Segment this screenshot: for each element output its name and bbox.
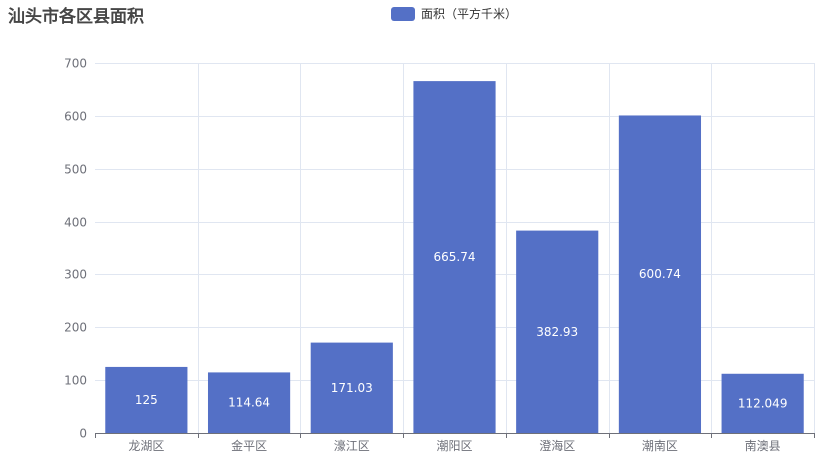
bar[interactable] <box>413 81 496 433</box>
legend[interactable]: 面积（平方千米） <box>391 6 517 21</box>
bar-value-label: 382.93 <box>536 325 578 339</box>
bar[interactable] <box>516 230 599 433</box>
y-tick-label: 300 <box>64 268 87 282</box>
legend-swatch[interactable] <box>391 7 415 21</box>
bar-value-label: 125 <box>135 393 158 407</box>
bar[interactable] <box>310 342 393 433</box>
y-tick-label: 0 <box>79 427 87 441</box>
x-tick-label: 金平区 <box>231 438 267 453</box>
bar-value-label: 665.74 <box>434 250 476 264</box>
y-tick-label: 600 <box>64 110 87 124</box>
x-tick-label: 南澳县 <box>745 438 781 453</box>
bar-value-label: 600.74 <box>639 267 681 281</box>
bar-value-label: 171.03 <box>331 381 373 395</box>
bars: 125 114.64 171.03 665.74 382.93 600.74 112.049 <box>105 81 804 433</box>
x-tick-label: 潮南区 <box>642 438 678 453</box>
bar-value-label: 112.049 <box>738 396 788 410</box>
y-tick-label: 100 <box>64 374 87 388</box>
legend-label[interactable]: 面积（平方千米） <box>421 6 517 21</box>
bar-value-label: 114.64 <box>228 396 270 410</box>
bar[interactable] <box>618 115 702 433</box>
bar[interactable] <box>105 366 188 433</box>
y-tick-label: 700 <box>64 57 87 71</box>
x-tick-label: 龙湖区 <box>128 438 164 453</box>
x-tick-label: 濠江区 <box>334 438 370 453</box>
y-tick-label: 400 <box>64 216 87 230</box>
bar[interactable] <box>721 373 804 433</box>
x-tick-label: 澄海区 <box>539 438 575 453</box>
chart-title: 汕头市各区县面积 <box>8 6 144 27</box>
y-tick-label: 500 <box>64 163 87 177</box>
axes: 0 100 200 300 400 500 600 700 龙湖区 金平区 濠江区 潮阳区 澄海区 潮南区… <box>64 57 815 453</box>
bar[interactable] <box>207 372 291 433</box>
x-tick-label: 潮阳区 <box>436 438 472 453</box>
y-tick-label: 200 <box>64 321 87 335</box>
